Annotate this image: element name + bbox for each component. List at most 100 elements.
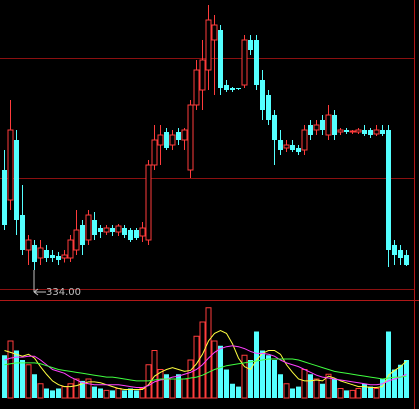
candle-body [181,129,188,141]
annotation-arrowhead [33,288,39,296]
volume-bar [344,390,349,398]
volume-bar [278,374,283,398]
volume-bar [128,388,133,398]
candle-body [199,59,206,91]
candle-body [313,124,320,131]
candle-body [236,88,241,89]
candle-body [32,245,37,262]
volume-bar [290,388,295,398]
volume-average-line [4,329,407,390]
candle-body [266,95,271,120]
candle-body [98,228,103,232]
volume-bar [230,383,235,398]
candle-body [344,130,349,132]
volume-bar [355,388,362,399]
candle-body [272,115,277,140]
candle-body [44,250,49,258]
volume-bar [337,388,344,399]
candle-body [50,255,55,258]
candle-body [205,19,212,71]
candle-body [283,144,290,149]
volume-bar [320,383,325,398]
candle-body [176,132,181,140]
candle-body [386,130,391,250]
candle-body [320,120,325,130]
volume-bar [73,378,80,399]
candle-body [164,132,169,148]
volume-bar [296,386,301,398]
candle-body [85,214,92,241]
candle-body [56,256,61,260]
volume-bar [85,378,92,399]
candle-body [73,229,80,251]
volume-bar [248,360,253,398]
volume-bar [176,374,181,398]
candle-body [145,164,152,241]
volume-bar [205,307,212,399]
candle-body [122,228,127,235]
volume-bar [7,340,14,399]
volume-bar [313,378,320,399]
volume-average-line [4,345,407,389]
volume-bar [254,331,259,398]
candle-body [241,39,248,86]
candle-body [373,129,380,135]
volume-bar [325,373,332,399]
volume-bar [224,369,229,398]
candle-body [296,148,301,152]
volume-bar [398,364,403,398]
candle-body [14,140,19,220]
candle-body [362,130,367,134]
candle-body [248,40,253,50]
volume-bar [157,369,164,399]
volume-bar [98,388,103,398]
volume-bar [362,383,367,398]
candle-body [398,250,403,258]
volume-bar [92,386,97,398]
candle-body [110,228,115,232]
candle-body [193,69,200,106]
volume-bar [151,350,158,399]
candle-body [380,130,385,134]
volume-bar [241,354,248,399]
candle-body [404,255,409,265]
volume-bar [67,383,74,399]
volume-bar [199,321,206,399]
candle-body [187,104,194,171]
candle-body [115,225,122,233]
volume-bar [218,345,223,398]
candle-body [2,170,7,225]
volume-bar [44,388,49,398]
candle-body [260,80,265,110]
volume-bar [308,374,313,398]
candle-body [254,40,259,85]
candle-body [308,125,313,135]
volume-bar [37,383,44,399]
volume-bar [169,378,176,399]
candle-body [211,24,218,41]
volume-bar [134,390,139,398]
candle-body [139,227,146,237]
candle-body [332,115,337,135]
volume-bar [103,389,110,399]
volume-bar [193,335,200,399]
volume-bar [272,360,277,398]
candle-body [169,134,176,146]
volume-bar [181,378,188,399]
candle-body [337,129,344,133]
volume-bar [392,369,397,398]
volume-bar [25,364,32,399]
candle-body [325,114,332,136]
volume-average-line [4,358,407,382]
candle-body [349,130,356,133]
candle-body [392,245,397,255]
volume-bar [2,355,7,398]
candle-body [134,230,139,238]
volume-bar [115,388,122,399]
candle-body [278,140,283,150]
volume-bar [380,379,385,398]
volume-bar [301,369,308,399]
volume-bar [349,389,356,399]
candle-body [25,239,32,251]
